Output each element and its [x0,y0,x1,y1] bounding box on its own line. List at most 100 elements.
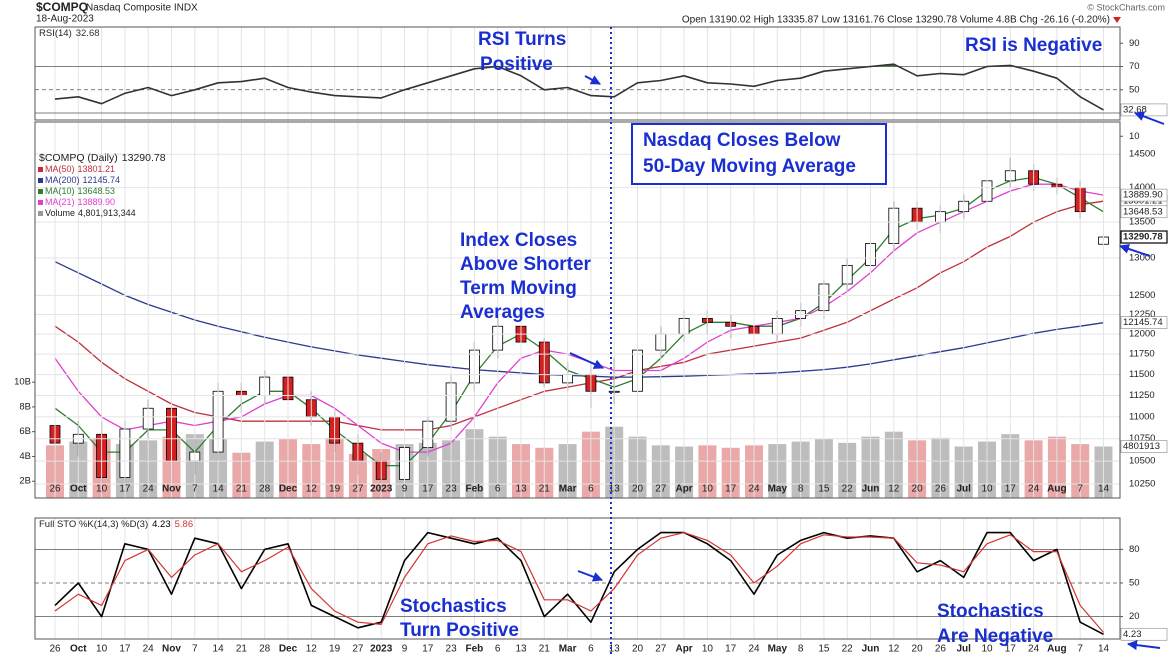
x-tick-label: 17 [119,484,131,495]
x-tick-label: Mar [559,644,577,655]
legend: Full STO %K(14,3) %D(3) 4.23 5.86 [39,519,193,530]
x-tick-label: Apr [675,644,692,655]
value-tag-box [1120,188,1168,202]
x-tick-label: Aug [1047,484,1066,495]
x-tick-label: Jul [956,644,971,655]
legend-title: Full STO %K(14,3) %D(3) [39,519,148,530]
x-tick-label: 15 [818,644,830,655]
legend-name: Volume [45,208,75,218]
value-tag-box [1120,627,1168,641]
x-tick-label: 13 [515,644,527,655]
legend-title: $COMPQ (Daily) [39,152,118,164]
annotation: Are Negative [937,626,1053,647]
symbol: $COMPQ [36,0,88,14]
x-tick-label: 15 [818,484,830,495]
volume-tick-label: 4B [19,451,31,462]
value-tag: 32.68 [1123,104,1147,115]
x-tick-label: 27 [655,484,667,495]
x-tick-label: 23 [446,484,458,495]
x-tick-label: 13 [609,644,621,655]
annotation: Stochastics [400,596,507,617]
x-tick-label: 17 [119,644,131,655]
x-tick-label: 28 [259,484,271,495]
x-tick-label: 14 [1098,484,1110,495]
x-tick-label: May [768,484,788,495]
annotation: Nasdaq Closes Below [643,130,841,151]
x-tick-label: 23 [446,644,458,655]
x-tick-label: 2023 [370,644,393,655]
x-tick-label: Jun [862,484,880,495]
y-tick-label: 12500 [1129,290,1155,301]
x-tick-label: 20 [632,484,644,495]
x-tick-label: 26 [935,484,947,495]
x-tick-label: 28 [259,644,271,655]
arrow [584,75,601,85]
x-tick-label: 10 [981,644,993,655]
x-tick-label: 14 [1098,644,1110,655]
x-tick-label: 24 [1028,484,1040,495]
symbol-name: Nasdaq Composite INDX [86,3,198,14]
x-tick-label: 22 [842,644,854,655]
x-tick-label: Aug [1047,644,1066,655]
legend-value: 13648.53 [78,186,116,196]
x-tick-label: 10 [702,484,714,495]
annotation-box [631,123,887,185]
volume-tick-label: 6B [19,426,31,437]
legend-entry: Volume 4,801,913,344 [45,208,136,218]
x-tick-label: 8 [798,484,804,495]
legend-value: 5.86 [175,519,194,530]
x-tick-label: 7 [192,644,198,655]
y-tick-label: 80 [1129,544,1140,555]
legend-swatch [38,211,43,216]
x-tick-label: Nov [162,644,181,655]
volume-tick-label: 10B [14,377,31,388]
panel-frame [34,121,1121,499]
legend-name: MA(200) [45,175,80,185]
value-tag: 13889.90 [1123,190,1163,201]
annotation: Index Closes [460,230,577,251]
legend-value: 4,801,913,344 [78,208,136,218]
x-tick-label: 9 [402,644,408,655]
x-tick-label: 20 [632,644,644,655]
y-tick-label: 20 [1129,611,1140,622]
arrow [1119,244,1151,257]
value-tag: 12145.74 [1123,317,1163,328]
legend-swatch [38,167,43,172]
x-tick-label: 17 [725,484,737,495]
annotation: 50-Day Moving Average [643,156,856,177]
y-tick-label: 70 [1129,61,1140,72]
arrow [1127,640,1161,651]
x-tick-label: 27 [655,644,667,655]
y-tick-label: 50 [1129,577,1140,588]
legend-swatch [38,178,43,183]
x-tick-label: 20 [912,484,924,495]
panel-frame [34,26,1121,121]
y-tick-label: 12000 [1129,329,1155,340]
y-tick-label: 11750 [1129,349,1155,360]
y-tick-label: 13000 [1129,253,1155,264]
x-tick-label: 19 [329,484,341,495]
legend-entry: MA(200) 12145.74 [45,175,120,185]
x-tick-label: Dec [279,484,298,495]
annotation: Averages [460,302,545,323]
x-tick-label: 13 [515,484,527,495]
x-tick-label: 21 [539,644,551,655]
annotation: RSI is Negative [965,35,1102,56]
legend-entry: MA(50) 13801.21 [45,164,115,174]
x-tick-label: 17 [1005,644,1017,655]
x-tick-label: Mar [559,484,577,495]
panel-frame [34,517,1121,640]
value-tag-box [1120,316,1168,329]
x-tick-label: Dec [279,644,298,655]
x-tick-label: Nov [162,484,181,495]
annotation: Term Moving [460,278,577,299]
x-tick-label: Feb [466,644,484,655]
x-tick-label: 9 [402,484,408,495]
x-tick-label: 12 [888,484,900,495]
y-tick-label: 90 [1129,38,1140,49]
legend-value: 12145.74 [83,175,121,185]
x-tick-label: 17 [1005,484,1017,495]
x-tick-label: 12 [306,484,318,495]
